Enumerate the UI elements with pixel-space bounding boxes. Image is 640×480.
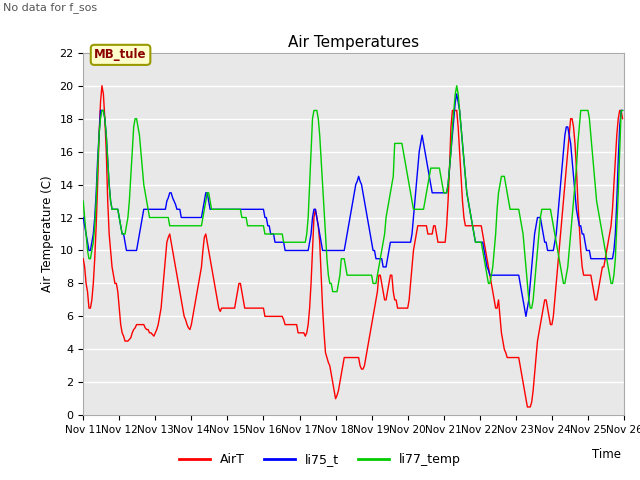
Y-axis label: Air Temperature (C): Air Temperature (C) (41, 176, 54, 292)
Text: Time: Time (592, 448, 621, 461)
Text: No data for f_sos: No data for f_sos (3, 2, 97, 13)
Legend: AirT, li75_t, li77_temp: AirT, li75_t, li77_temp (174, 448, 466, 471)
Title: Air Temperatures: Air Temperatures (288, 35, 419, 50)
Text: MB_tule: MB_tule (94, 48, 147, 61)
